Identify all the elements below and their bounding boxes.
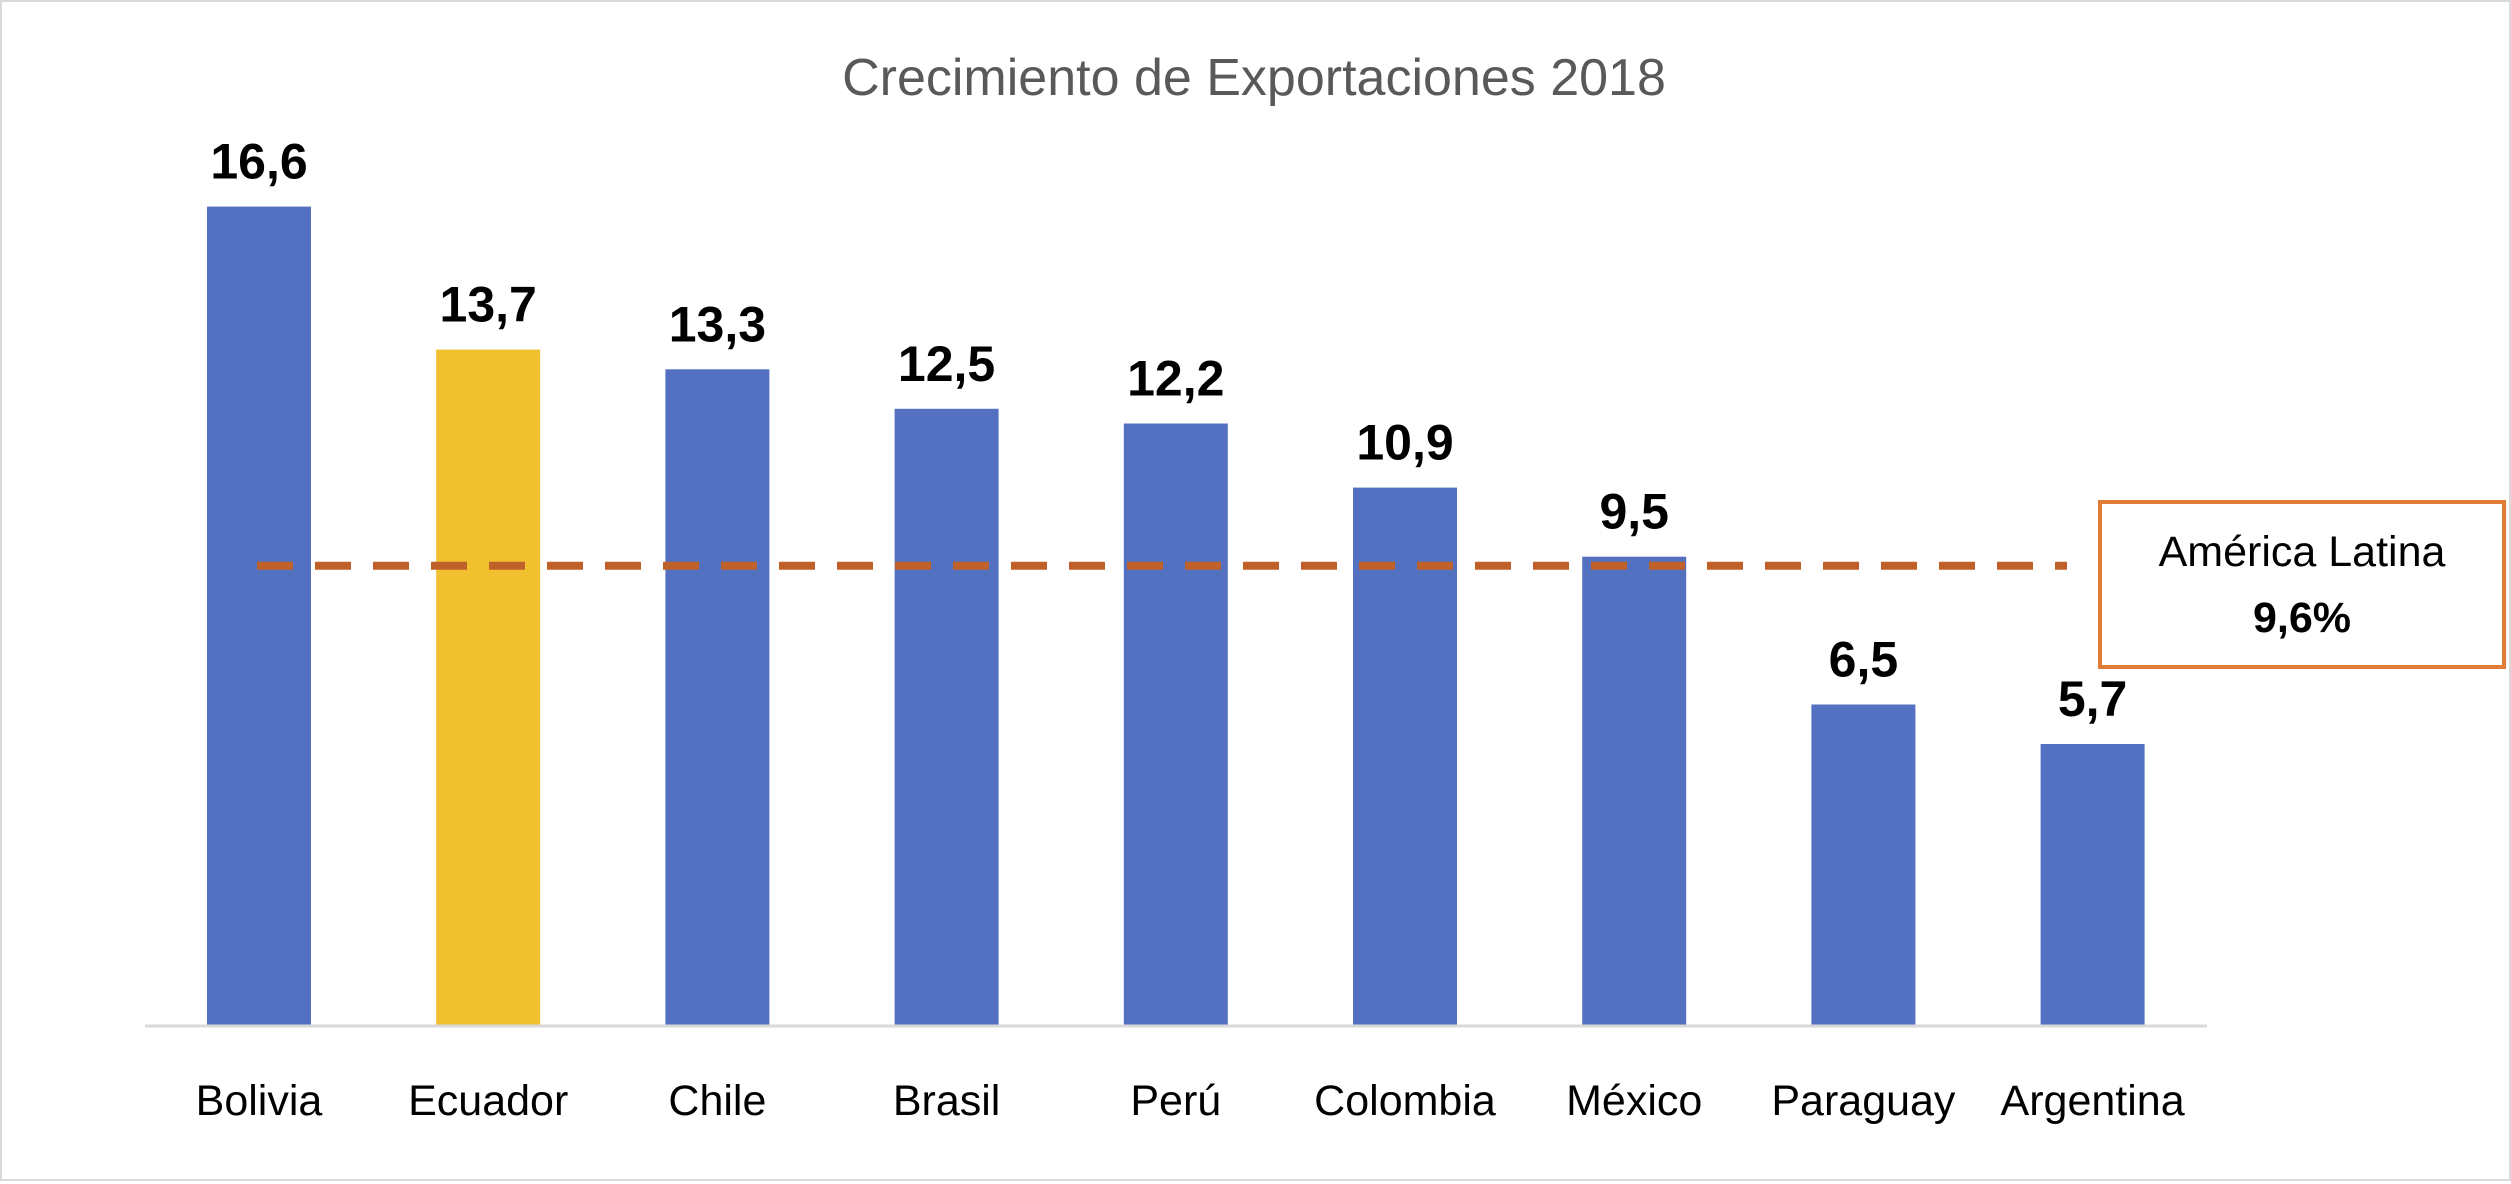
bar-chile: [665, 369, 770, 1025]
bar-peru: [1123, 423, 1228, 1025]
category-label-argentina: Argentina: [2001, 1077, 2185, 1125]
bar-mexico: [1582, 556, 1687, 1025]
category-label-paraguay: Paraguay: [1771, 1077, 1956, 1125]
category-label-colombia: Colombia: [1314, 1077, 1496, 1125]
data-label-peru: 12,2: [1127, 351, 1224, 407]
annotation-border: [2098, 500, 2506, 669]
chart-title: Crecimiento de Exportaciones 2018: [842, 49, 1666, 107]
category-label-peru: Perú: [1130, 1077, 1221, 1125]
bar-argentina: [2040, 744, 2145, 1025]
data-label-chile: 13,3: [669, 296, 766, 352]
bar-bolivia: [207, 206, 311, 1026]
bar-brasil: [894, 408, 999, 1026]
bar-ecuador: [436, 349, 541, 1026]
data-label-argentina: 5,7: [2058, 671, 2128, 727]
bar-colombia: [1353, 487, 1457, 1026]
data-label-brasil: 12,5: [898, 336, 995, 392]
data-label-paraguay: 6,5: [1829, 632, 1899, 688]
category-labels-layer: Bolivia Ecuador Chile Brasil Perú Colombia Méx…: [196, 1077, 2185, 1125]
bars-layer: [207, 206, 2145, 1026]
data-label-mexico: 9,5: [1599, 484, 1669, 540]
category-label-brasil: Brasil: [893, 1077, 1001, 1125]
data-label-ecuador: 13,7: [440, 277, 537, 333]
annotation-value: 9,6%: [2253, 594, 2351, 642]
category-label-chile: Chile: [668, 1077, 766, 1125]
category-label-bolivia: Bolivia: [196, 1077, 323, 1125]
category-label-ecuador: Ecuador: [408, 1077, 568, 1125]
data-label-bolivia: 16,6: [210, 134, 307, 190]
data-label-colombia: 10,9: [1356, 415, 1453, 471]
value-labels-layer: 16,6 13,7 13,3 12,5 12,2 10,9 9,5 6,5 5,7: [210, 134, 2127, 727]
reference-annotation-box: América Latina 9,6%: [2098, 500, 2506, 669]
bar-paraguay: [1811, 704, 1916, 1025]
category-label-mexico: México: [1566, 1077, 1702, 1125]
annotation-label: América Latina: [2159, 528, 2446, 576]
